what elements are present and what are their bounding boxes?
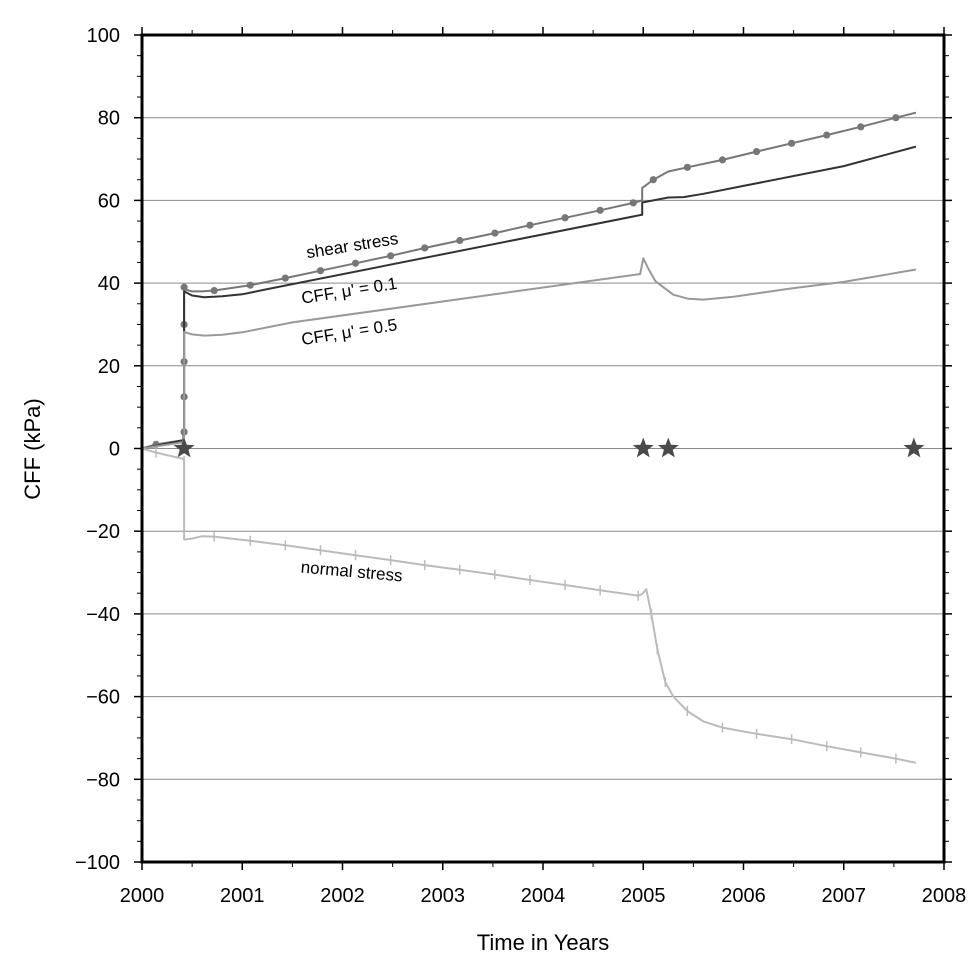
y-tick-label: −40 (86, 604, 120, 626)
series-marker-shear (561, 214, 569, 222)
y-tick-label: −60 (86, 687, 120, 709)
series-marker-shear (316, 267, 325, 275)
x-tick-label: 2008 (922, 885, 967, 907)
series-line-normal (141, 447, 917, 764)
series-line-cff01 (141, 145, 917, 450)
series-marker-shear (180, 283, 188, 291)
x-tick-label: 2002 (320, 885, 365, 907)
x-tick-label: 2000 (120, 885, 165, 907)
series-marker-shear (351, 259, 360, 267)
x-tick-label: 2005 (621, 885, 666, 907)
series-marker-shear (456, 236, 464, 245)
y-tick-label: −20 (86, 521, 120, 543)
series-layer (141, 111, 917, 764)
series-marker-shear (752, 148, 761, 156)
series-marker-shear (526, 221, 534, 229)
y-tick-label: 20 (98, 356, 120, 378)
y-tick-label: 60 (98, 190, 120, 212)
series-line-cff05 (141, 257, 917, 450)
series-marker-shear (788, 139, 796, 147)
event-star (903, 437, 925, 458)
series-marker-shear (629, 199, 637, 207)
series-marker-shear (683, 163, 691, 171)
event-star (173, 437, 195, 458)
x-tick-label: 2006 (721, 885, 766, 907)
y-axis-label: CFF (kPa) (20, 398, 45, 499)
series-marker-shear (210, 286, 218, 295)
y-tick-label: 80 (98, 108, 120, 130)
axis-ticks: 2000 2001 2002 2003 2004 2005 2006 2007 2008 −100… (75, 25, 966, 907)
x-tick-label: 2007 (822, 885, 867, 907)
x-tick-label: 2003 (421, 885, 466, 907)
series-line-shear (141, 111, 917, 450)
series-marker-shear (857, 123, 865, 131)
x-axis-label: Time in Years (477, 930, 609, 955)
series-marker-shear (491, 229, 499, 237)
event-stars (173, 437, 925, 458)
x-tick-label: 2004 (521, 885, 566, 907)
y-tick-label: −100 (75, 852, 120, 874)
y-tick-label: 100 (87, 25, 120, 47)
series-marker-shear (649, 176, 657, 184)
curve-annotation: normal stress (300, 558, 403, 586)
series-marker-shear (421, 244, 429, 252)
y-tick-label: −80 (86, 769, 120, 791)
x-tick-label: 2001 (220, 885, 265, 907)
y-tick-label: 40 (98, 273, 120, 295)
y-tick-label: 0 (109, 439, 120, 461)
series-marker-shear (823, 131, 831, 139)
series-marker-shear (246, 281, 254, 289)
event-star (657, 437, 679, 458)
series-marker-shear (387, 252, 395, 260)
event-star (632, 437, 654, 458)
series-marker-shear (281, 274, 289, 282)
series-marker-shear (596, 206, 604, 214)
series-marker-shear (718, 156, 727, 164)
grid-lines (142, 117, 944, 780)
series-marker-shear (892, 114, 900, 122)
